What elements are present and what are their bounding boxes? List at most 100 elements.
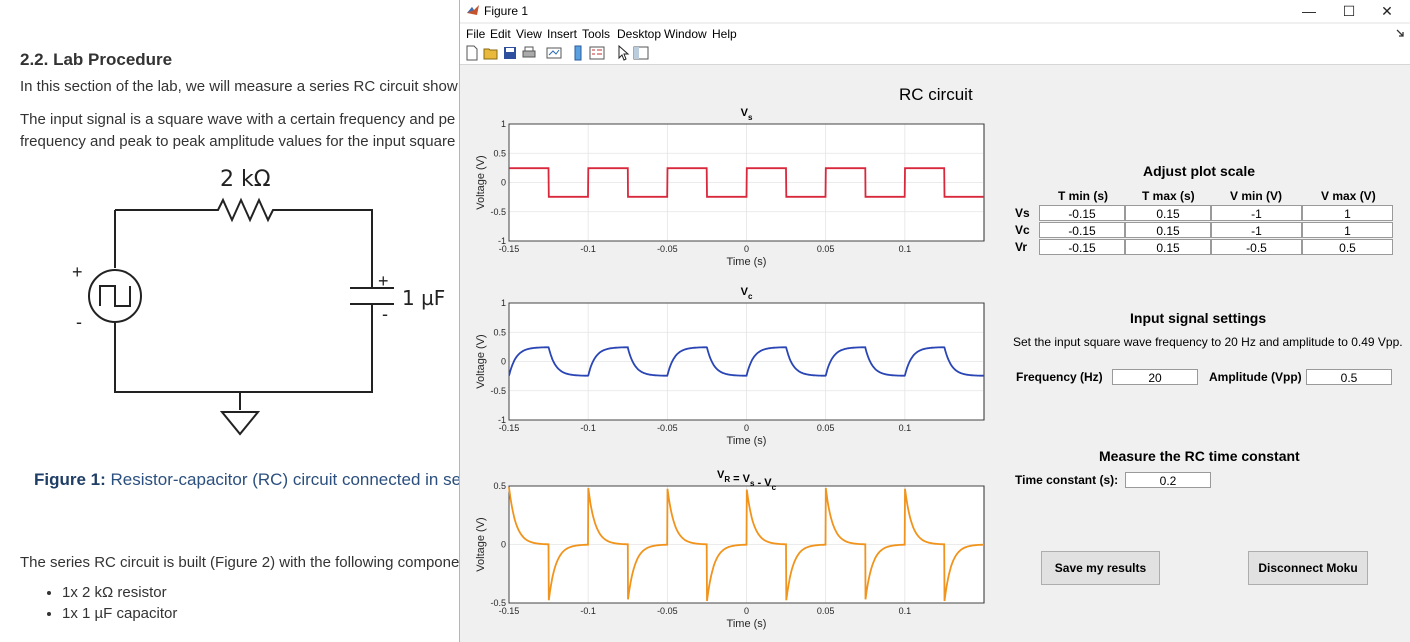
source-plus: +: [72, 262, 83, 282]
figure-caption: Figure 1: Resistor-capacitor (RC) circui…: [34, 470, 461, 490]
y-tick-label: 0: [501, 357, 506, 367]
col-tmax: T max (s): [1142, 189, 1195, 203]
x-tick-label: 0.05: [817, 606, 835, 616]
frequency-label: Frequency (Hz): [1016, 370, 1103, 384]
x-tick-label: 0.05: [817, 244, 835, 254]
time-constant-label: Time constant (s):: [1015, 473, 1119, 487]
x-tick-label: 0: [744, 423, 749, 433]
y-tick-label: -1: [498, 236, 506, 246]
x-tick-label: -0.1: [580, 244, 596, 254]
vs-vmin-field[interactable]: -1: [1211, 205, 1302, 221]
y-tick-label: -0.5: [490, 386, 506, 396]
y-tick-label: 0.5: [493, 148, 506, 158]
maximize-button[interactable]: ☐: [1342, 3, 1356, 19]
list-item: 1x 1 µF capacitor: [62, 605, 177, 622]
y-tick-label: 1: [501, 298, 506, 308]
matlab-icon: [467, 5, 479, 15]
input-instruction: Set the input square wave frequency to 2…: [1013, 335, 1403, 349]
x-tick-label: -0.15: [499, 606, 520, 616]
menu-insert[interactable]: Insert: [547, 27, 578, 41]
menu-desktop[interactable]: Desktop: [617, 27, 662, 41]
x-axis-label: Time (s): [727, 435, 767, 447]
col-vmax: V max (V): [1321, 189, 1376, 203]
series-line: [508, 346, 984, 377]
y-axis-label: Voltage (V): [475, 155, 487, 209]
plots-area: -0.15 -0.1 -0.05 0 0.05 0.1 1 0.5 0 -0.5 -1 Time (s…: [475, 107, 985, 630]
y-tick-label: 1: [501, 119, 506, 129]
components-paragraph: The series RC circuit is built (Figure 2…: [20, 554, 460, 571]
print-icon[interactable]: [521, 45, 537, 61]
amplitude-field[interactable]: 0.5: [1306, 369, 1392, 385]
legend-icon[interactable]: [589, 45, 605, 61]
intro-paragraph: In this section of the lab, we will meas…: [20, 78, 458, 95]
lab-document: 2.2. Lab Procedure In this section of th…: [0, 0, 470, 642]
x-tick-label: 0.1: [899, 606, 912, 616]
vr-vmin-field[interactable]: -0.5: [1211, 239, 1302, 255]
series-line: [509, 167, 984, 198]
y-tick-label: -0.5: [490, 598, 506, 608]
vs-vmax-field[interactable]: 1: [1302, 205, 1393, 221]
menu-file[interactable]: File: [466, 27, 486, 41]
y-tick-label: 0: [501, 540, 506, 550]
menu-view[interactable]: View: [516, 27, 542, 41]
vc-vmin-field[interactable]: -1: [1211, 222, 1302, 238]
tau-panel-title: Measure the RC time constant: [1099, 448, 1300, 464]
x-tick-label: -0.15: [499, 244, 520, 254]
vr-vmax-field[interactable]: 0.5: [1302, 239, 1393, 255]
vr-tmax-field[interactable]: 0.15: [1125, 239, 1211, 255]
menu-edit[interactable]: Edit: [490, 27, 511, 41]
row-label-vc: Vc: [1015, 223, 1030, 237]
row-label-vs: Vs: [1015, 206, 1030, 220]
dock-arrow-icon[interactable]: [1396, 29, 1404, 37]
row-label-vr: Vr: [1015, 240, 1028, 254]
y-tick-label: -1: [498, 415, 506, 425]
col-vmin: V min (V): [1230, 189, 1283, 203]
signal-paragraph-line1: The input signal is a square wave with a…: [20, 111, 456, 128]
disconnect-moku-button[interactable]: Disconnect Moku: [1248, 551, 1368, 585]
pointer-icon[interactable]: [615, 45, 631, 61]
time-constant-field[interactable]: 0.2: [1125, 472, 1211, 488]
x-tick-label: -0.1: [580, 606, 596, 616]
property-editor-icon[interactable]: [633, 45, 649, 61]
x-tick-label: -0.05: [657, 423, 678, 433]
x-tick-label: 0.1: [899, 423, 912, 433]
axes-border: [508, 302, 985, 421]
vc-tmax-field[interactable]: 0.15: [1125, 222, 1211, 238]
tool-bar: [460, 42, 1410, 65]
menu-window[interactable]: Window: [664, 27, 707, 41]
vc-tmin-field[interactable]: -0.15: [1039, 222, 1125, 238]
x-tick-label: 0: [744, 244, 749, 254]
scale-panel-title: Adjust plot scale: [1143, 163, 1256, 179]
plot-title: VR = Vs - Vc: [717, 469, 777, 492]
figure-window: Figure 1 — ☐ ✕ File Edit View Insert Too…: [459, 0, 1410, 642]
minimize-button[interactable]: —: [1302, 3, 1316, 19]
capacitor-label: 1 µF: [402, 286, 445, 310]
menu-tools[interactable]: Tools: [582, 27, 611, 41]
cap-plus: +: [378, 271, 389, 291]
signal-paragraph-line2: frequency and peak to peak amplitude val…: [20, 133, 456, 150]
new-figure-icon[interactable]: [464, 45, 480, 61]
save-icon[interactable]: [502, 45, 518, 61]
source-minus: -: [76, 312, 82, 332]
open-file-icon[interactable]: [483, 45, 499, 61]
colorbar-icon[interactable]: [570, 45, 586, 61]
x-tick-label: 0.05: [817, 423, 835, 433]
vs-tmax-field[interactable]: 0.15: [1125, 205, 1211, 221]
vr-tmin-field[interactable]: -0.15: [1039, 239, 1125, 255]
vc-vmax-field[interactable]: 1: [1302, 222, 1393, 238]
y-tick-label: -0.5: [490, 207, 506, 217]
y-tick-label: 0: [501, 178, 506, 188]
y-axis-label: Voltage (V): [475, 517, 487, 571]
menu-help[interactable]: Help: [712, 27, 737, 41]
frequency-field[interactable]: 20: [1112, 369, 1198, 385]
close-button[interactable]: ✕: [1381, 3, 1393, 19]
vs-tmin-field[interactable]: -0.15: [1039, 205, 1125, 221]
figure-canvas: RC circuit -0.15 -0.1 -0.05 0 0.05 0.1 1 0.5 0 -0…: [460, 65, 1410, 642]
link-plot-icon[interactable]: [546, 45, 562, 61]
y-tick-label: 0.5: [493, 481, 506, 491]
x-axis-label: Time (s): [727, 256, 767, 268]
x-tick-label: -0.15: [499, 423, 520, 433]
save-results-button[interactable]: Save my results: [1041, 551, 1160, 585]
title-bar: Figure 1 — ☐ ✕: [460, 0, 1410, 22]
cap-minus: -: [382, 304, 388, 324]
